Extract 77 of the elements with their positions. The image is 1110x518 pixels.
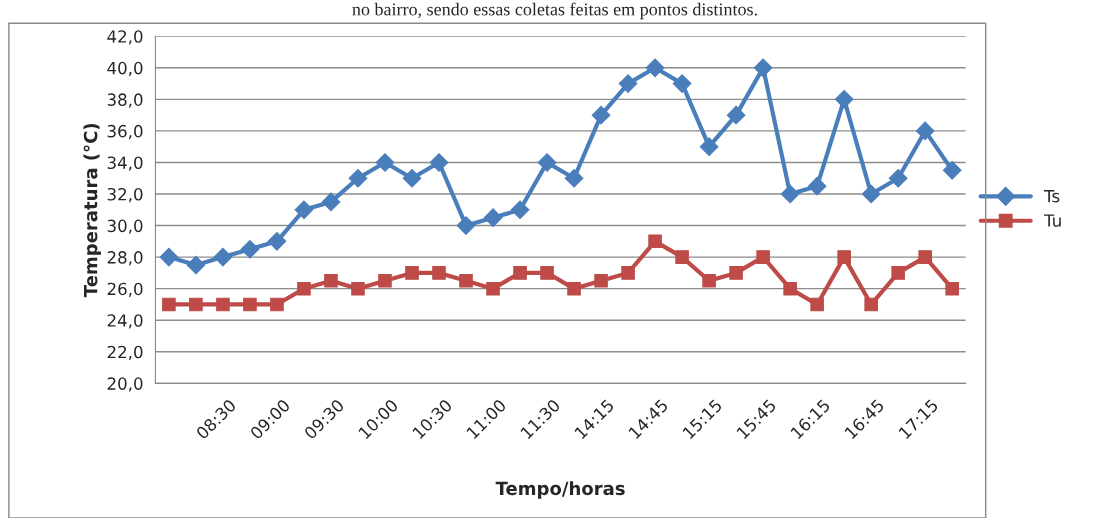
point bbox=[216, 297, 230, 312]
point bbox=[564, 168, 584, 188]
point bbox=[702, 274, 716, 288]
point bbox=[945, 281, 959, 296]
point bbox=[756, 250, 770, 264]
point bbox=[456, 216, 476, 235]
point bbox=[807, 176, 827, 196]
point bbox=[159, 247, 179, 267]
point bbox=[699, 137, 719, 157]
y-axis-title: Temperatura (°C) bbox=[83, 123, 101, 298]
point bbox=[189, 297, 203, 312]
point bbox=[162, 297, 176, 312]
y-tick-label: 36,0 bbox=[107, 124, 143, 140]
point bbox=[348, 168, 368, 188]
y-tick-label: 20,0 bbox=[107, 377, 143, 392]
point bbox=[834, 90, 854, 109]
point bbox=[591, 105, 611, 125]
point bbox=[753, 58, 773, 78]
point bbox=[918, 250, 932, 264]
point bbox=[429, 153, 449, 172]
y-tick-label: 42,0 bbox=[107, 30, 143, 45]
point bbox=[483, 208, 503, 228]
point bbox=[240, 239, 260, 259]
y-tick-label: 40,0 bbox=[107, 61, 143, 77]
y-tick-label: 26,0 bbox=[107, 282, 143, 297]
point bbox=[672, 74, 692, 93]
point bbox=[861, 184, 881, 204]
y-tick-label: 38,0 bbox=[107, 93, 143, 108]
point bbox=[324, 274, 338, 288]
point bbox=[267, 231, 287, 251]
legend-label: Tu bbox=[1043, 214, 1061, 227]
y-tick-label: 28,0 bbox=[107, 251, 143, 266]
point bbox=[675, 250, 689, 264]
y-tick-label: 32,0 bbox=[107, 187, 143, 203]
point bbox=[645, 58, 665, 78]
point bbox=[837, 250, 851, 264]
point bbox=[783, 281, 797, 296]
legend-label: Ts bbox=[1043, 190, 1060, 203]
point bbox=[567, 281, 581, 296]
point bbox=[432, 266, 446, 280]
point bbox=[594, 274, 608, 288]
y-tick-label: 24,0 bbox=[107, 314, 143, 329]
point bbox=[618, 74, 638, 93]
point bbox=[294, 200, 314, 220]
point bbox=[510, 200, 530, 220]
point bbox=[864, 297, 878, 312]
point bbox=[378, 274, 392, 288]
point bbox=[486, 281, 500, 296]
y-tick-label: 30,0 bbox=[107, 219, 143, 234]
text: no bairro, sendo essas coletas feitas em pontos distintos. bbox=[352, 2, 757, 20]
point bbox=[459, 274, 473, 288]
point bbox=[405, 266, 419, 280]
point bbox=[213, 247, 233, 267]
point bbox=[942, 160, 962, 180]
x-axis-title: Tempo/horas bbox=[495, 481, 625, 499]
point bbox=[810, 297, 824, 312]
point bbox=[726, 105, 746, 125]
point bbox=[351, 281, 365, 296]
point bbox=[891, 266, 905, 280]
point bbox=[780, 184, 800, 204]
point bbox=[402, 168, 422, 188]
point bbox=[621, 266, 635, 280]
y-tick-label: 34,0 bbox=[107, 156, 143, 171]
point bbox=[243, 297, 257, 312]
point bbox=[648, 234, 662, 249]
point bbox=[915, 121, 935, 141]
point bbox=[513, 266, 527, 280]
point bbox=[540, 266, 554, 280]
point bbox=[888, 168, 908, 188]
point bbox=[321, 192, 341, 212]
point bbox=[537, 153, 557, 172]
point bbox=[270, 297, 284, 312]
point bbox=[729, 266, 743, 280]
point bbox=[186, 255, 206, 275]
point bbox=[375, 153, 395, 172]
y-tick-label: 22,0 bbox=[107, 345, 143, 361]
point bbox=[297, 281, 311, 296]
